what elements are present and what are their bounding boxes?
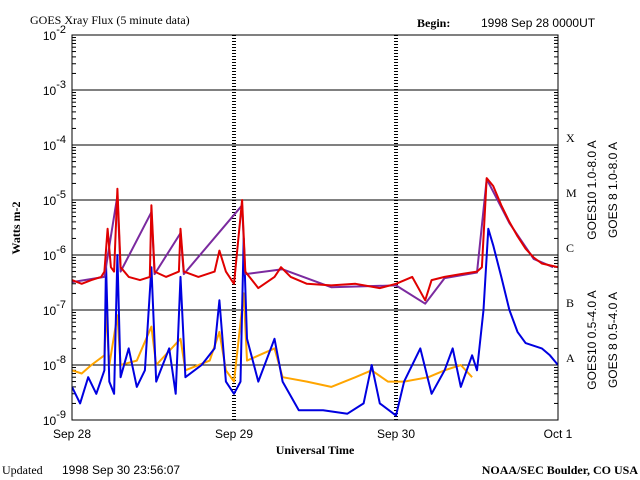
updated-value: 1998 Sep 30 23:56:07 xyxy=(62,463,180,477)
series-line xyxy=(72,292,473,388)
legend-entry: GOES10 1.0-8.0 A xyxy=(585,140,599,239)
flare-class-label: B xyxy=(566,296,574,310)
x-axis-label: Universal Time xyxy=(276,443,355,457)
flare-class-label: X xyxy=(566,131,575,145)
y-tick-label: 10-6 xyxy=(43,244,66,263)
x-tick-label: Oct 1 xyxy=(544,427,573,441)
y-tick-label: 10-3 xyxy=(43,79,66,98)
flare-class-label: C xyxy=(566,241,574,255)
credit: NOAA/SEC Boulder, CO USA xyxy=(482,463,639,477)
y-tick-label: 10-5 xyxy=(43,189,66,208)
series-line xyxy=(72,227,558,417)
y-axis-label: Watts m-2 xyxy=(9,202,23,255)
x-tick-label: Sep 28 xyxy=(53,427,91,441)
updated-label: Updated xyxy=(2,463,43,477)
begin-value: 1998 Sep 28 0000UT xyxy=(481,16,596,30)
y-tick-label: 10-2 xyxy=(43,24,66,43)
legend-entry: GOES 8 1.0-8.0 A xyxy=(606,142,620,238)
legend-entry: GOES 8 0.5-4.0 A xyxy=(606,292,620,388)
legend-entry: GOES10 0.5-4.0 A xyxy=(585,290,599,389)
y-tick-label: 10-9 xyxy=(43,409,66,428)
flare-class-label: M xyxy=(566,186,577,200)
plot-frame xyxy=(71,34,559,421)
plot-lines xyxy=(72,177,558,417)
y-tick-label: 10-4 xyxy=(43,134,66,153)
x-tick-label: Sep 30 xyxy=(377,427,415,441)
x-tick-label: Sep 29 xyxy=(215,427,253,441)
series-line xyxy=(72,177,558,302)
y-tick-label: 10-7 xyxy=(43,299,66,318)
y-tick-label: 10-8 xyxy=(43,354,66,373)
flare-class-label: A xyxy=(566,351,575,365)
begin-label: Begin: xyxy=(417,16,450,30)
chart-title: GOES Xray Flux (5 minute data) xyxy=(30,13,190,27)
